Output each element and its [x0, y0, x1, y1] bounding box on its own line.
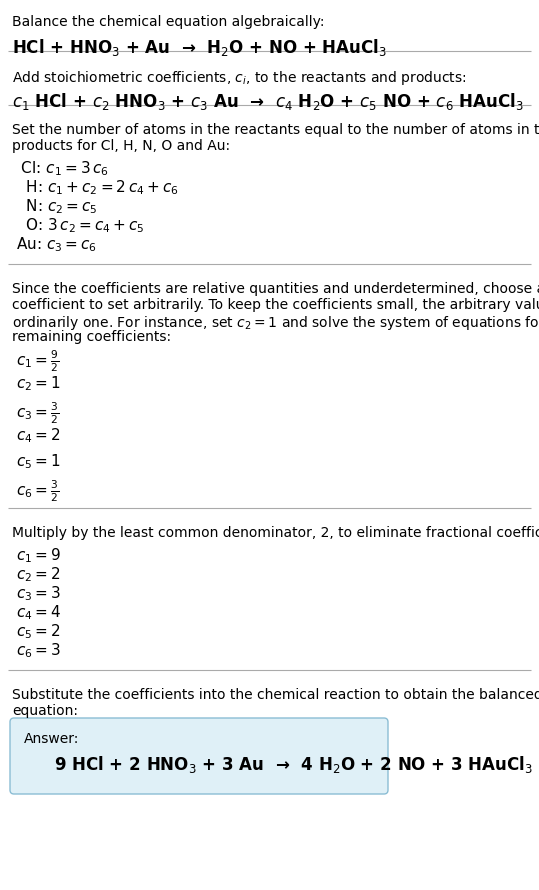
Text: $c_1$ HCl + $c_2$ HNO$_3$ + $c_3$ Au  →  $c_4$ H$_2$O + $c_5$ NO + $c_6$ HAuCl$_: $c_1$ HCl + $c_2$ HNO$_3$ + $c_3$ Au → $… — [12, 91, 524, 112]
Text: N: $c_2 = c_5$: N: $c_2 = c_5$ — [16, 197, 98, 215]
Text: Since the coefficients are relative quantities and underdetermined, choose a: Since the coefficients are relative quan… — [12, 282, 539, 296]
Text: Answer:: Answer: — [24, 732, 79, 746]
Text: 9 HCl + 2 HNO$_3$ + 3 Au  →  4 H$_2$O + 2 NO + 3 HAuCl$_3$: 9 HCl + 2 HNO$_3$ + 3 Au → 4 H$_2$O + 2 … — [54, 754, 533, 775]
Text: HCl + HNO$_3$ + Au  →  H$_2$O + NO + HAuCl$_3$: HCl + HNO$_3$ + Au → H$_2$O + NO + HAuCl… — [12, 37, 387, 58]
Text: Balance the chemical equation algebraically:: Balance the chemical equation algebraica… — [12, 15, 324, 29]
Text: $c_6 = 3$: $c_6 = 3$ — [16, 641, 61, 659]
Text: $c_6 = \frac{3}{2}$: $c_6 = \frac{3}{2}$ — [16, 478, 59, 504]
Text: coefficient to set arbitrarily. To keep the coefficients small, the arbitrary va: coefficient to set arbitrarily. To keep … — [12, 298, 539, 312]
Text: Add stoichiometric coefficients, $c_i$, to the reactants and products:: Add stoichiometric coefficients, $c_i$, … — [12, 69, 467, 87]
Text: Cl: $c_1 = 3\,c_6$: Cl: $c_1 = 3\,c_6$ — [16, 159, 109, 178]
Text: $c_2 = 1$: $c_2 = 1$ — [16, 374, 60, 392]
Text: Multiply by the least common denominator, 2, to eliminate fractional coefficient: Multiply by the least common denominator… — [12, 526, 539, 540]
Text: O: $3\,c_2 = c_4 + c_5$: O: $3\,c_2 = c_4 + c_5$ — [16, 216, 144, 235]
Text: $c_1 = \frac{9}{2}$: $c_1 = \frac{9}{2}$ — [16, 348, 59, 374]
Text: products for Cl, H, N, O and Au:: products for Cl, H, N, O and Au: — [12, 139, 230, 153]
Text: $c_5 = 1$: $c_5 = 1$ — [16, 452, 60, 471]
Text: Au: $c_3 = c_6$: Au: $c_3 = c_6$ — [16, 235, 97, 254]
Text: $c_4 = 2$: $c_4 = 2$ — [16, 426, 60, 445]
Text: $c_4 = 4$: $c_4 = 4$ — [16, 603, 61, 622]
FancyBboxPatch shape — [10, 718, 388, 794]
Text: $c_5 = 2$: $c_5 = 2$ — [16, 622, 60, 641]
Text: remaining coefficients:: remaining coefficients: — [12, 330, 171, 344]
Text: equation:: equation: — [12, 704, 78, 718]
Text: $c_1 = 9$: $c_1 = 9$ — [16, 546, 61, 564]
Text: Substitute the coefficients into the chemical reaction to obtain the balanced: Substitute the coefficients into the che… — [12, 688, 539, 702]
Text: ordinarily one. For instance, set $c_2 = 1$ and solve the system of equations fo: ordinarily one. For instance, set $c_2 =… — [12, 314, 539, 332]
Text: $c_2 = 2$: $c_2 = 2$ — [16, 565, 60, 584]
Text: H: $c_1 + c_2 = 2\,c_4 + c_6$: H: $c_1 + c_2 = 2\,c_4 + c_6$ — [16, 178, 179, 197]
Text: Set the number of atoms in the reactants equal to the number of atoms in the: Set the number of atoms in the reactants… — [12, 123, 539, 137]
Text: $c_3 = 3$: $c_3 = 3$ — [16, 584, 61, 603]
Text: $c_3 = \frac{3}{2}$: $c_3 = \frac{3}{2}$ — [16, 400, 59, 425]
